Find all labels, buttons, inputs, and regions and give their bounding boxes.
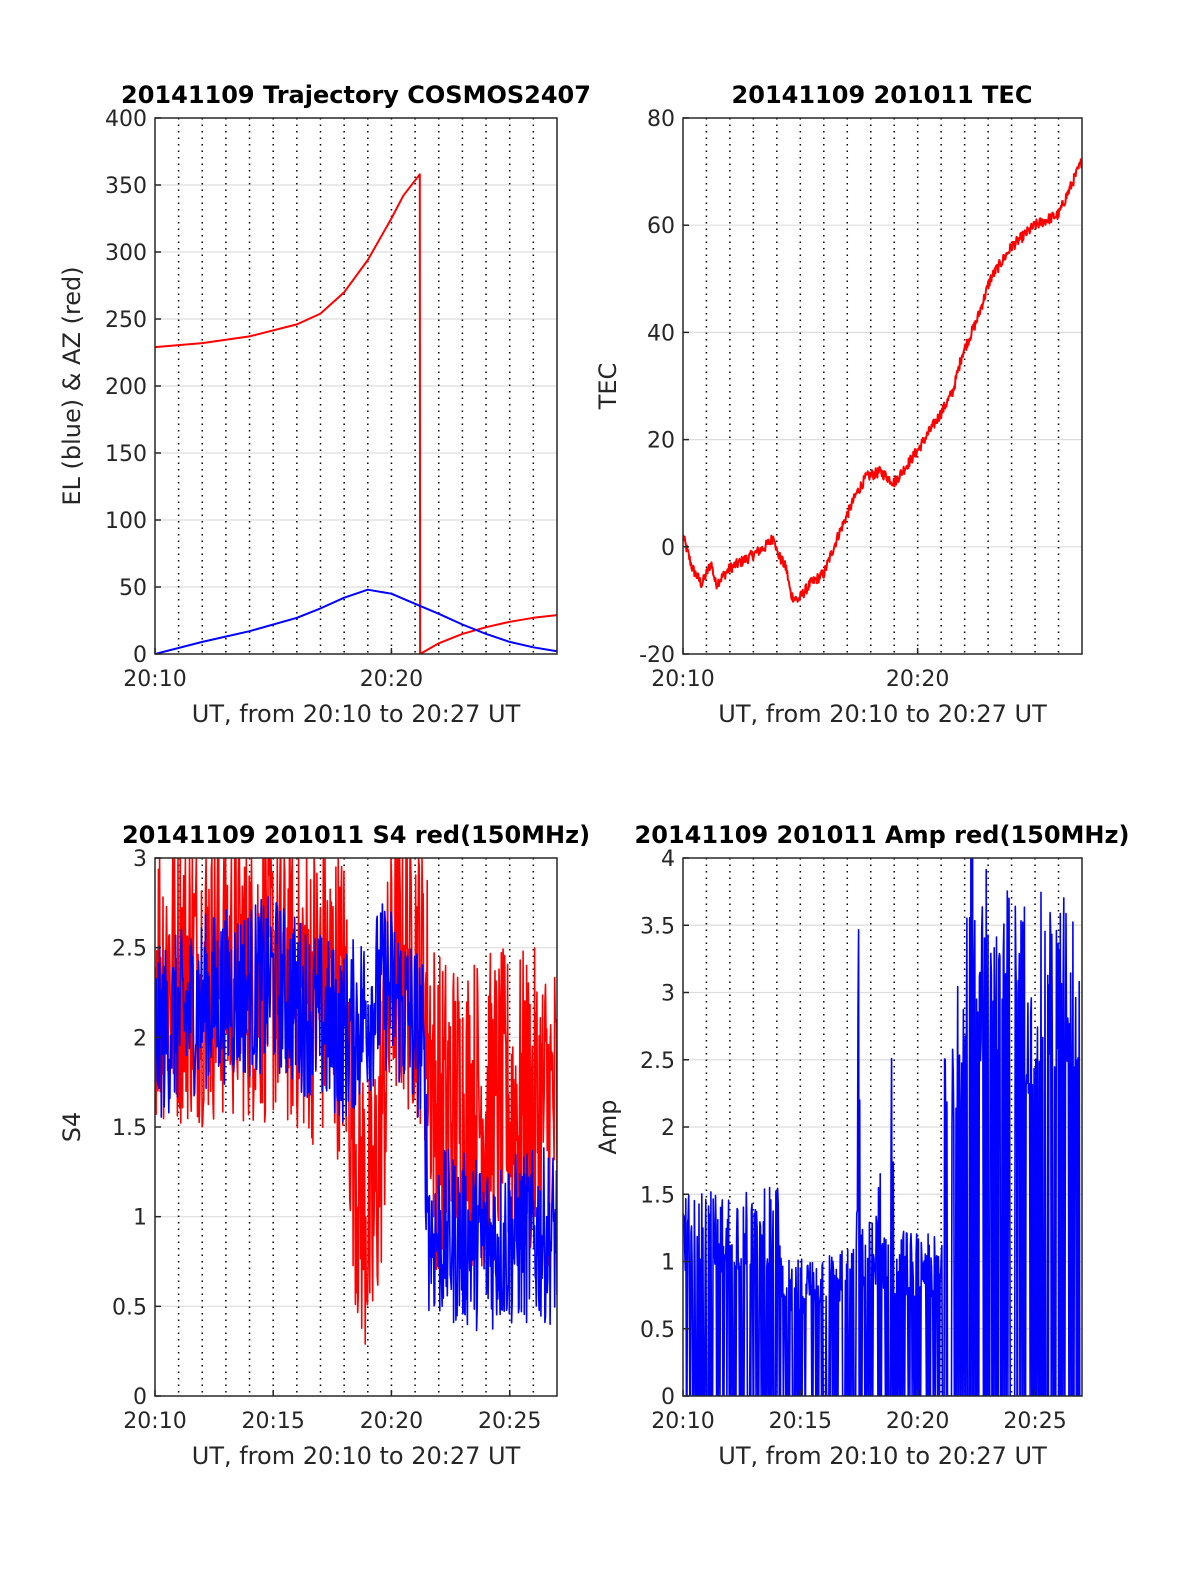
trajectory-series — [155, 173, 557, 654]
tec-xlabel: UT, from 20:10 to 20:27 UT — [718, 700, 1047, 728]
y-tick-label: 80 — [647, 107, 675, 132]
y-tick-label: 2.5 — [640, 1049, 675, 1074]
s4-ylabel: S4 — [58, 1112, 86, 1143]
trajectory-series-0-line — [419, 614, 557, 654]
y-tick-label: 4 — [661, 847, 675, 872]
tec-grid — [683, 118, 1082, 654]
tec-ylabel: TEC — [594, 363, 622, 411]
y-tick-label: 1 — [133, 1206, 147, 1231]
x-tick-label: 20:10 — [651, 1409, 714, 1434]
trajectory-series-0-line — [155, 173, 422, 654]
s4-title: 20141109 201011 S4 red(150MHz) — [122, 821, 590, 849]
amp-series — [683, 858, 1082, 1396]
y-tick-label: 150 — [105, 442, 147, 467]
x-tick-label: 20:20 — [360, 1409, 423, 1434]
s4-panel: 0 0.5 1 1.5 2 2.5 3 20:10 20:15 20:20 20:25 201411… — [58, 821, 590, 1470]
trajectory-title: 20141109 Trajectory COSMOS2407 — [121, 81, 591, 109]
x-tick-label: 20:10 — [123, 1409, 186, 1434]
s4-series — [155, 858, 557, 1345]
x-tick-label: 20:25 — [1003, 1409, 1066, 1434]
trajectory-panel: 0 50 100 150 200 250 300 350 400 20:10 20:20 20141… — [58, 81, 591, 728]
x-tick-label: 20:10 — [123, 667, 186, 692]
y-tick-label: 0.5 — [112, 1295, 147, 1320]
s4-xlabel: UT, from 20:10 to 20:27 UT — [192, 1442, 521, 1470]
y-tick-label: 60 — [647, 214, 675, 239]
y-tick-label: 40 — [647, 321, 675, 346]
amp-series-0-line — [683, 858, 1082, 1396]
y-tick-label: 0 — [661, 536, 675, 561]
y-tick-label: 400 — [105, 107, 147, 132]
y-tick-label: 0 — [661, 1385, 675, 1410]
y-tick-label: 300 — [105, 241, 147, 266]
y-tick-label: 1.5 — [112, 1116, 147, 1141]
tec-axes-frame — [682, 117, 1083, 655]
trajectory-ylabel: EL (blue) & AZ (red) — [58, 266, 86, 505]
trajectory-series-1-line — [155, 588, 557, 654]
tec-series — [683, 158, 1082, 603]
y-tick-label: 3.5 — [640, 914, 675, 939]
trajectory-xlabel: UT, from 20:10 to 20:27 UT — [192, 700, 521, 728]
amp-panel: 0 0.5 1 1.5 2 2.5 3 3.5 4 20:10 20:15 20:20 20:25 20… — [594, 821, 1129, 1470]
y-tick-label: 20 — [647, 429, 675, 454]
y-tick-label: 3 — [133, 847, 147, 872]
y-tick-label: 1.5 — [640, 1183, 675, 1208]
y-tick-label: 0 — [133, 1385, 147, 1410]
y-tick-label: 2.5 — [112, 937, 147, 962]
y-tick-label: 250 — [105, 308, 147, 333]
x-tick-label: 20:20 — [360, 667, 423, 692]
trajectory-ticks: 0 50 100 150 200 250 300 350 400 20:10 20:20 — [105, 107, 423, 692]
x-tick-label: 20:25 — [478, 1409, 541, 1434]
y-tick-label: 3 — [661, 982, 675, 1007]
x-tick-label: 20:15 — [241, 1409, 304, 1434]
tec-series-0-line — [683, 158, 1082, 603]
y-tick-label: 350 — [105, 174, 147, 199]
x-tick-label: 20:20 — [886, 1409, 949, 1434]
x-tick-label: 20:15 — [769, 1409, 832, 1434]
y-tick-label: -20 — [639, 643, 675, 668]
tec-ticks: -20 0 20 40 60 80 20:10 20:20 — [639, 107, 949, 692]
x-tick-label: 20:20 — [886, 667, 949, 692]
s4-series-1-line — [155, 896, 557, 1332]
y-tick-label: 0 — [133, 643, 147, 668]
tec-plot-area — [683, 118, 1082, 654]
trajectory-grid — [155, 118, 557, 654]
y-tick-label: 50 — [119, 576, 147, 601]
x-tick-label: 20:10 — [651, 667, 714, 692]
amp-ylabel: Amp — [594, 1099, 622, 1154]
s4-ticks: 0 0.5 1 1.5 2 2.5 3 20:10 20:15 20:20 20:25 — [112, 847, 541, 1434]
amp-title: 20141109 201011 Amp red(150MHz) — [635, 821, 1130, 849]
amp-ticks: 0 0.5 1 1.5 2 2.5 3 3.5 4 20:10 20:15 20:20 20:25 — [640, 847, 1067, 1434]
tec-title: 20141109 201011 TEC — [732, 81, 1033, 109]
y-tick-label: 100 — [105, 509, 147, 534]
y-tick-label: 2 — [133, 1026, 147, 1051]
y-tick-label: 0.5 — [640, 1318, 675, 1343]
y-tick-label: 1 — [661, 1251, 675, 1276]
y-tick-label: 2 — [661, 1116, 675, 1141]
amp-xlabel: UT, from 20:10 to 20:27 UT — [718, 1442, 1047, 1470]
tec-panel: -20 0 20 40 60 80 20:10 20:20 20141109 201011 T… — [594, 81, 1083, 728]
y-tick-label: 200 — [105, 375, 147, 400]
